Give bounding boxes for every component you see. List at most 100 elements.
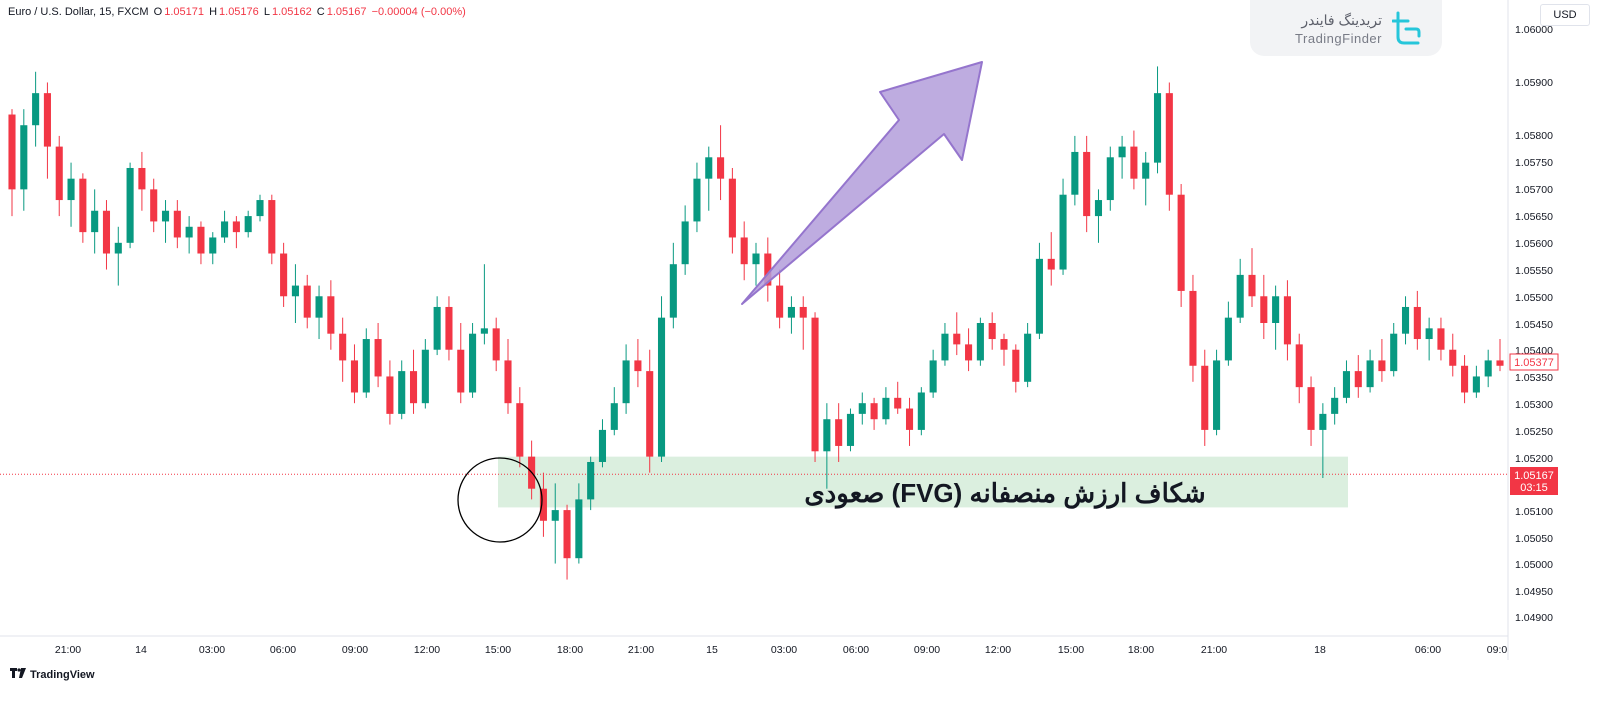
candle-body — [1461, 365, 1469, 393]
candle-bearish — [303, 274, 311, 329]
last-price-tag: 1.05377 — [1509, 353, 1559, 371]
candle-body — [563, 510, 571, 559]
time-axis[interactable]: 21:00 14 03:00 06:00 09:00 12:00 15:00 18:00 21:… — [55, 644, 1508, 656]
candle-body — [669, 264, 677, 318]
candle-body — [433, 306, 441, 350]
candle-bearish — [1461, 355, 1469, 404]
candle-body — [953, 333, 961, 345]
candle-body — [1260, 296, 1268, 323]
candle-bearish — [1437, 317, 1445, 361]
candle-bearish — [894, 381, 902, 414]
candle-bullish — [1106, 146, 1114, 211]
candle-bearish — [799, 296, 807, 350]
candle-bullish — [610, 387, 618, 436]
price-tick-label: 1.05450 — [1515, 319, 1553, 331]
price-tick-label: 1.05100 — [1515, 506, 1553, 518]
candle-body — [409, 371, 418, 404]
last-price-value: 1.05377 — [1514, 357, 1554, 369]
candle-body — [835, 419, 843, 446]
price-tick-label: 1.05650 — [1515, 211, 1553, 223]
candle-bullish — [185, 216, 193, 254]
candle-bearish — [870, 397, 878, 430]
candle-bullish — [587, 456, 595, 511]
candle-bullish — [469, 323, 477, 398]
candle-bullish — [1236, 258, 1244, 323]
currency-button[interactable]: USD — [1540, 4, 1590, 26]
candle-body — [469, 333, 477, 393]
candle-bullish — [1401, 296, 1410, 345]
tradingfinder-watermark: تریدینگ فایندر TradingFinder — [1250, 0, 1442, 56]
candle-bearish — [764, 237, 772, 302]
candle-body — [232, 221, 240, 233]
open-label: O — [153, 6, 163, 18]
candle-bullish — [551, 483, 559, 564]
candle-body — [43, 93, 51, 147]
candle-body — [126, 167, 134, 243]
candle-bullish — [67, 162, 75, 227]
candle-bearish — [1130, 130, 1138, 190]
candle-bullish — [1071, 135, 1079, 206]
candle-bullish — [669, 242, 677, 329]
candle-bearish — [409, 349, 418, 414]
candle-body — [1083, 151, 1091, 217]
candle-bearish — [386, 360, 394, 425]
candle-body — [1177, 194, 1185, 291]
tradingfinder-logo-icon — [1392, 11, 1421, 45]
time-tick-label: 12:00 — [985, 644, 1011, 656]
candle-bearish — [1354, 355, 1362, 398]
candle-bearish — [988, 312, 996, 350]
candle-body — [811, 317, 819, 452]
candle-body — [1071, 151, 1079, 195]
candle-bearish — [8, 109, 16, 217]
tradingview-text: TradingView — [30, 669, 95, 681]
candle-body — [965, 344, 973, 361]
candle-bullish — [244, 210, 252, 238]
candle-bearish — [232, 216, 240, 249]
price-axis[interactable]: 1.06000 1.05900 1.05800 1.05750 1.05700 1.056… — [1515, 24, 1553, 624]
candle-body — [1165, 93, 1173, 195]
time-tick-label: 14 — [135, 644, 147, 656]
candle-bearish — [1201, 349, 1209, 446]
candle-body — [173, 210, 181, 238]
candle-bearish — [79, 173, 87, 243]
candle-body — [1094, 200, 1103, 217]
candle-bearish — [905, 397, 914, 446]
candle-body — [858, 403, 866, 414]
candle-bullish — [976, 317, 984, 366]
candle-body — [870, 403, 878, 420]
candle-body — [91, 210, 99, 233]
candle-body — [445, 306, 453, 350]
candle-bearish — [1378, 339, 1386, 382]
candle-bearish — [634, 339, 642, 388]
candle-body — [764, 253, 772, 286]
candle-bearish — [1295, 333, 1303, 404]
price-tick-label: 1.05200 — [1515, 453, 1553, 465]
candle-bullish — [917, 387, 925, 436]
candle-bearish — [776, 269, 784, 329]
candle-bullish — [20, 109, 28, 211]
candle-body — [610, 403, 618, 430]
candle-body — [480, 328, 488, 334]
current-price-tag: 1.05167 03:15 — [1510, 467, 1558, 495]
candle-body — [197, 226, 205, 254]
candle-bullish — [91, 189, 99, 254]
price-tick-label: 1.05250 — [1515, 426, 1553, 438]
candle-body — [398, 371, 406, 414]
candle-body — [1224, 317, 1232, 361]
candle-bullish — [315, 285, 323, 340]
candle-body — [681, 221, 689, 265]
candle-body — [185, 226, 193, 238]
candle-body — [1307, 387, 1315, 430]
candle-body — [1378, 360, 1386, 372]
candle-bullish — [1118, 135, 1126, 179]
candle-bullish — [657, 296, 666, 462]
symbol-title[interactable]: Euro / U.S. Dollar, 15, FXCM — [8, 6, 149, 18]
candle-body — [976, 323, 984, 361]
high-value: 1.05176 — [219, 6, 259, 18]
candle-body — [717, 157, 725, 179]
candle-body — [1213, 360, 1221, 430]
candle-body — [339, 333, 347, 361]
candle-body — [1366, 360, 1374, 388]
